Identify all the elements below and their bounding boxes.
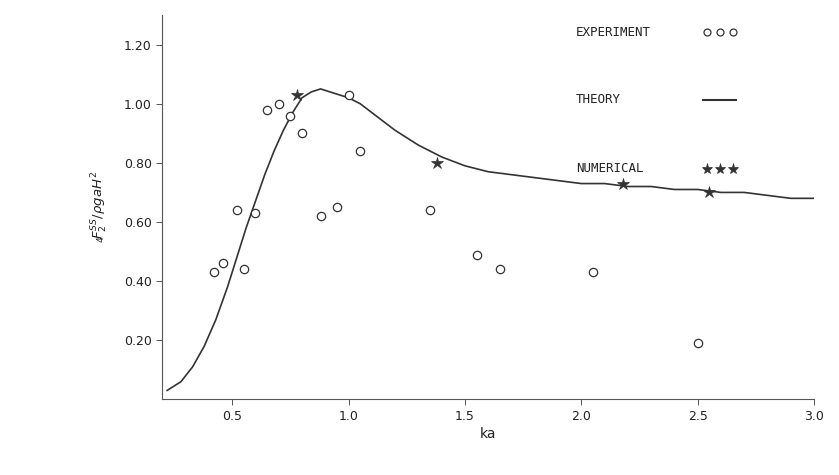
Text: $_4\!F_2^{SS}/\rho g a H^2$: $_4\!F_2^{SS}/\rho g a H^2$ bbox=[91, 171, 111, 243]
Text: EXPERIMENT: EXPERIMENT bbox=[576, 26, 651, 39]
X-axis label: ka: ka bbox=[480, 427, 497, 441]
Text: THEORY: THEORY bbox=[576, 93, 621, 106]
Text: NUMERICAL: NUMERICAL bbox=[576, 162, 644, 175]
